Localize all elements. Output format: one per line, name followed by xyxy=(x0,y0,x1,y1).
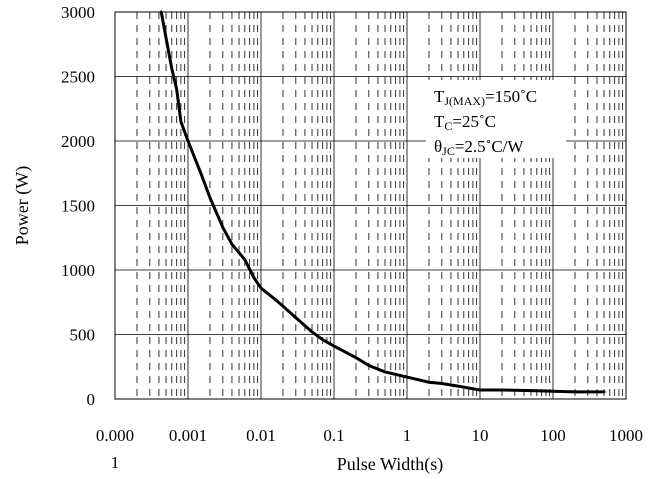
y-tick-label: 3000 xyxy=(61,3,95,22)
annotation-text: TJ(MAX)=150˚C xyxy=(434,87,537,108)
y-axis-ticks: 0 500 1000 1500 2000 2500 3000 xyxy=(61,3,95,409)
x-tick-label: 0.001 xyxy=(169,426,207,445)
x-axis-label: Pulse Width(s) xyxy=(337,454,443,475)
y-tick-label: 500 xyxy=(70,326,96,345)
annotation-text: TC=25˚C xyxy=(434,112,496,133)
x-tick-label: 1 xyxy=(403,426,412,445)
x-tick-label: 10 xyxy=(472,426,489,445)
series-layer xyxy=(159,10,606,394)
annotations: TJ(MAX)=150˚C TC=25˚C θJC=2.5˚C/W xyxy=(434,87,537,158)
y-tick-label: 1000 xyxy=(61,261,95,280)
x-tick-label: 1000 xyxy=(609,426,643,445)
plot-frame xyxy=(114,11,627,400)
series-line xyxy=(159,10,606,394)
x-tick-label: 100 xyxy=(540,426,566,445)
y-tick-label: 2500 xyxy=(61,68,95,87)
x-tick-label: 0.1 xyxy=(323,426,344,445)
x-tick-label: 0.01 xyxy=(246,426,276,445)
y-tick-label: 0 xyxy=(87,390,96,409)
y-axis-label: Power (W) xyxy=(12,166,33,245)
annotation-box xyxy=(426,80,566,158)
annotation-text: θJC=2.5˚C/W xyxy=(434,137,524,158)
y-tick-label: 2000 xyxy=(61,132,95,151)
x-tick-label: 0.000 1 xyxy=(96,426,134,472)
y-tick-label: 1500 xyxy=(61,197,95,216)
x-axis-ticks: 0.000 1 0.001 0.01 0.1 1 10 100 1000 xyxy=(96,426,643,472)
